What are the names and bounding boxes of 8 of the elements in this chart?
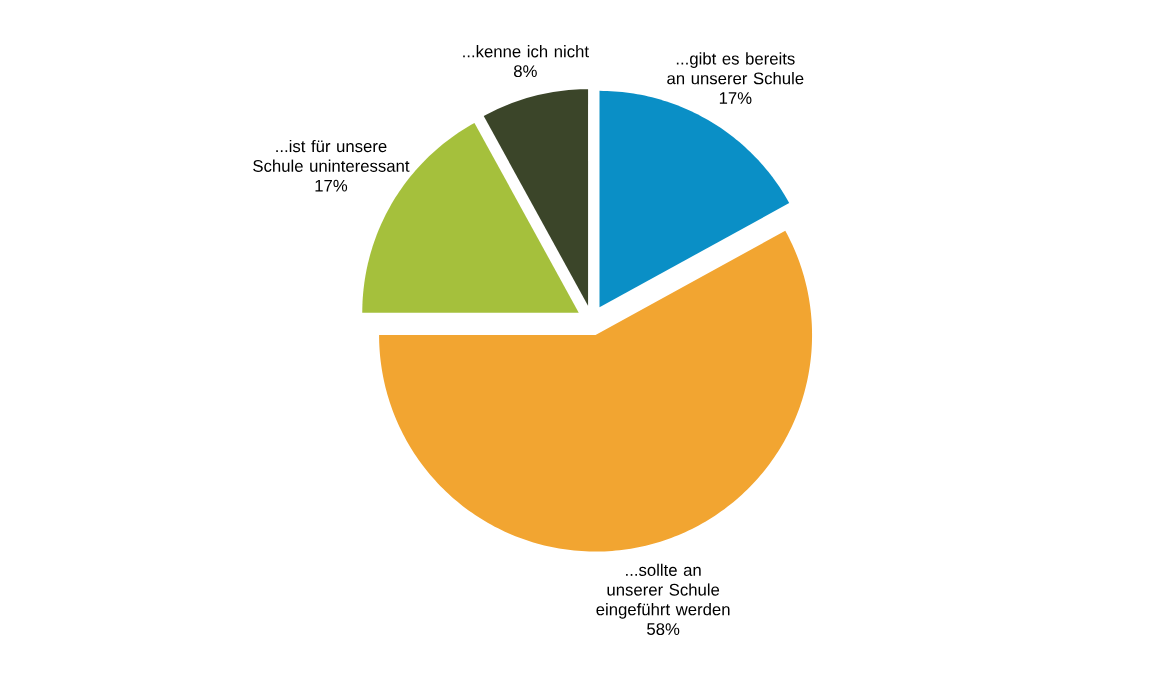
slice-label: ...gibt es bereits an unserer Schule	[667, 52, 804, 85]
slice-label: ...ist für unsere Schule uninteressant	[253, 140, 410, 173]
slice-label: ...kenne ich nicht	[463, 45, 589, 58]
data-label: 58%	[647, 623, 680, 636]
data-label: 17%	[719, 92, 752, 105]
slice-label: ...sollte an unserer Schule eingeführt werden	[596, 563, 730, 619]
data-label: 17%	[315, 179, 348, 192]
data-label: 8%	[514, 65, 537, 78]
